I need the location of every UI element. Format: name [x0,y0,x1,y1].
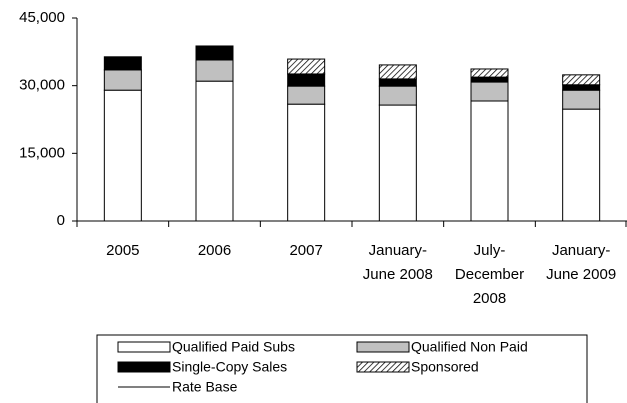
legend-swatch [117,341,171,353]
bar-segment [287,73,326,87]
x-tick-label: 2005 [106,242,140,259]
bar-segment [562,74,601,86]
bar-segment [287,103,326,222]
bar-segment [103,89,142,222]
bar-segment [103,69,142,91]
bar-segment [470,81,509,102]
y-tick-label: 30,000 [19,77,65,94]
bar-segment [195,59,234,82]
bar-segment [287,58,326,75]
bar-segment [195,45,234,61]
bar-segment [378,64,417,80]
bar-segment [562,108,601,222]
legend-label: Sponsored [411,359,479,375]
legend-box [96,334,588,403]
bar-segment [470,68,509,78]
bar-segment [470,76,509,83]
y-tick-label: 45,000 [19,9,65,26]
legend-label: Qualified Non Paid [411,339,528,355]
x-tick-label: 2006 [197,242,232,259]
x-tick-label: January-June 2008 [362,242,433,283]
bar-segment [103,56,142,71]
legend-label: Single-Copy Sales [172,359,287,375]
bar-segment [562,89,601,110]
legend-swatch [356,341,410,353]
legend-label: Qualified Paid Subs [172,339,295,355]
bar-segment [378,78,417,87]
bar-segment [287,85,326,105]
x-tick-label: July-December 2008 [454,242,525,307]
y-tick-label: 0 [57,212,65,229]
legend-swatch [356,361,410,373]
y-tick-label: 15,000 [19,144,65,161]
bar-segment [195,80,234,222]
x-tick-label: 2007 [289,242,323,259]
legend-label: Rate Base [172,379,238,395]
legend-swatch [117,361,171,373]
bar-segment [378,104,417,222]
bar-segment [378,85,417,106]
x-tick-label: January-June 2009 [546,242,617,283]
bar-segment [562,84,601,91]
bar-segment [470,100,509,222]
